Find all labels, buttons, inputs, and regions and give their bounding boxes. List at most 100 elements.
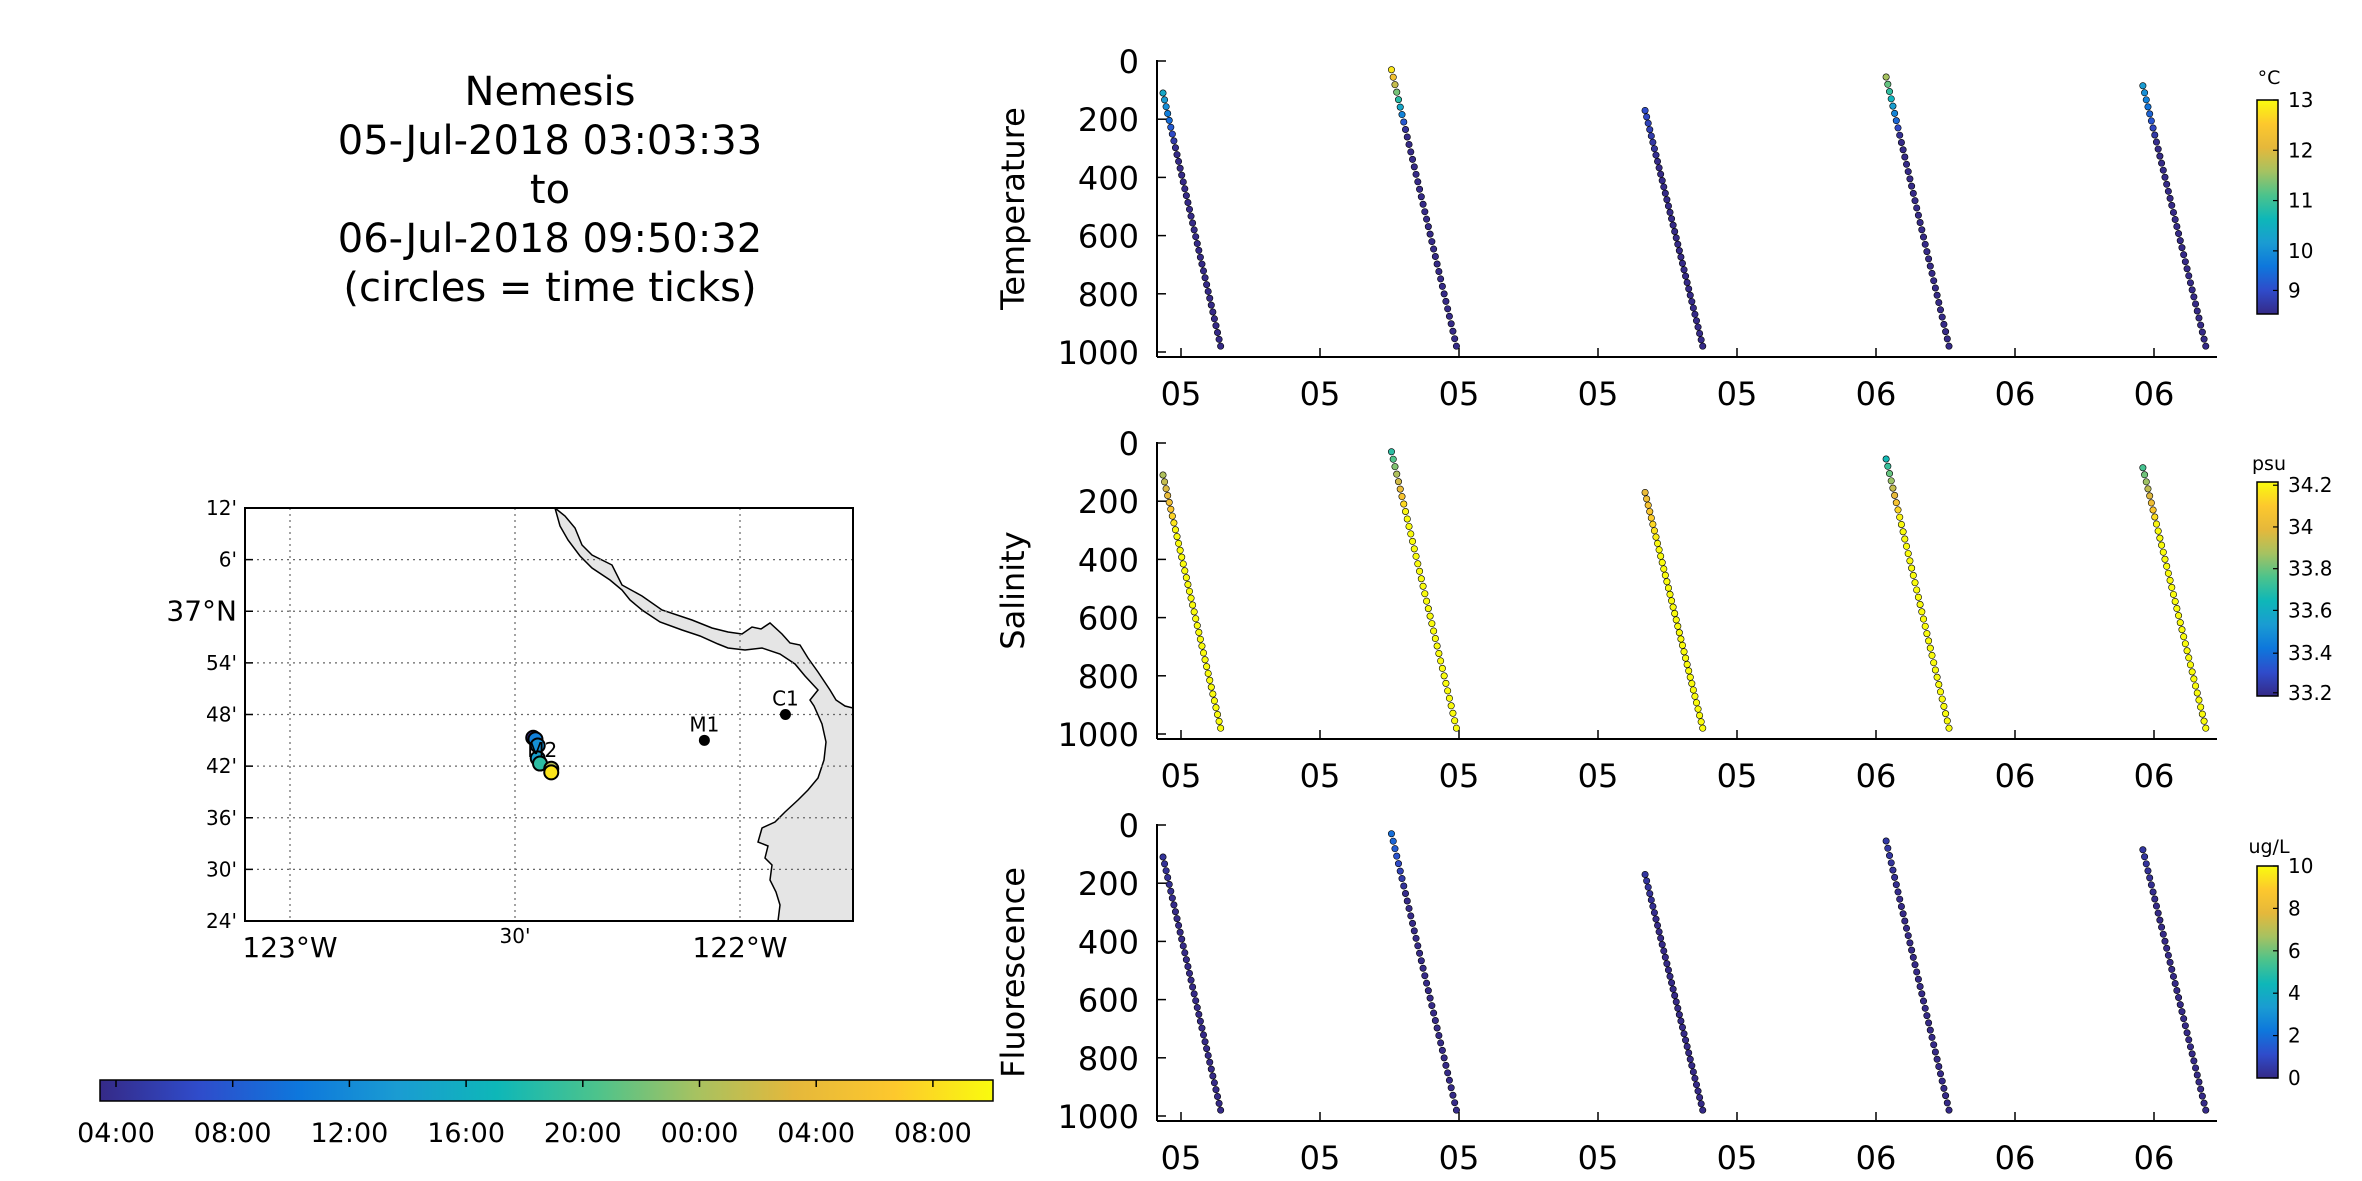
profile-point [1210,697,1218,705]
profile-point [1206,1058,1214,1066]
profile-point [1203,1045,1211,1053]
profile-point [1644,501,1652,509]
profile-point [1414,178,1422,186]
profile-point [1892,117,1900,125]
panel-x-tick-label: 06 [1995,1139,2036,1177]
profile-point [2166,194,2174,202]
profile-point [2193,1071,2201,1079]
panel-x-tick-label: 05 [1161,757,1202,795]
profile-point [1897,520,1905,528]
profile-point [2186,661,2194,669]
profile-point [1894,888,1902,896]
profile-point [1426,994,1434,1002]
profile-point [1212,1086,1220,1094]
profile-point [1179,942,1187,950]
panel-y-tick-label: 0 [1119,43,1139,81]
profile-point [2200,1099,2208,1107]
profile-point [1677,635,1685,643]
track-point [543,764,560,781]
profile-point [1920,997,1928,1005]
profile-point [1391,81,1399,89]
profile-point [1931,284,1939,292]
profile-point [1938,1077,1946,1085]
profile-point [1930,1041,1938,1049]
time-colorbar-label: 08:00 [894,1118,972,1149]
profile-point [1685,1049,1693,1057]
station-label: M2 [527,738,557,762]
profile-point [1694,323,1702,331]
profile-point [1887,477,1895,485]
profile-point [1196,253,1204,261]
profile-point [1933,1055,1941,1063]
panel-colorbar-label: 34 [2288,515,2313,539]
profile-point [1168,894,1176,902]
profile-point [1417,193,1425,201]
station-label: M1 [689,712,719,736]
profile-point [1882,837,1890,845]
profile-point [1407,530,1415,538]
profile-point [1195,246,1203,254]
profile-point [1660,947,1668,955]
time-colorbar-label: 20:00 [544,1118,622,1149]
profile-point [2185,272,2193,280]
profile-point [1652,533,1660,541]
profile-point [2195,1078,2203,1086]
map-gridlines [245,507,853,922]
profile-point [1164,110,1172,118]
profile-point [1940,320,1948,328]
profile-point [1173,915,1181,923]
profile-point [1419,200,1427,208]
profile-point [1658,559,1666,567]
profile-point [1882,455,1890,463]
profile-point [1423,597,1431,605]
profile-point [1402,890,1410,898]
profile-point [1159,853,1167,861]
profile-point [2171,979,2179,987]
figure-title: Nemesis 05-Jul-2018 03:03:33 to 06-Jul-2… [250,68,850,313]
profile-point [1942,710,1950,718]
panel-colorbar-label: 34.2 [2288,473,2333,497]
panel-colorbar-label: 8 [2288,896,2301,920]
panel-colorbar-label: 33.4 [2288,641,2333,665]
profile-point [2173,223,2181,231]
profile-point [1686,291,1694,299]
profile-point [1444,305,1452,313]
profile-point [1200,267,1208,275]
panel-y-tick-label: 200 [1078,483,1139,521]
panel-colorbar-label: 9 [2288,278,2301,302]
map-lat-label: 54' [206,651,237,675]
profile-point [1198,1024,1206,1032]
profile-point [1678,259,1686,267]
profile-point [1410,163,1418,171]
profile-point [2163,562,2171,570]
profile-point [1945,1106,1953,1114]
station-marker [779,709,791,720]
profile-point [2144,103,2152,111]
profile-point [2181,640,2189,648]
profile-point [1407,148,1415,156]
profile-point [1942,1092,1950,1100]
profile-point [1435,649,1443,657]
profile-point [1928,651,1936,659]
profile-point [1935,299,1943,307]
profile-point [1658,941,1666,949]
station-label: C1 [772,687,799,711]
profile-point [2193,307,2201,315]
profile-point [1697,336,1705,344]
profile-point [1410,545,1418,553]
panel-y-tick-label: 0 [1119,425,1139,463]
profile-point [1409,537,1417,545]
time-colorbar-fill [99,1079,994,1102]
profile-point [1884,80,1892,88]
profile-point [1162,485,1170,493]
profile-point [1167,505,1175,513]
profile-point [1207,683,1215,691]
profile-point [1644,119,1652,127]
profile-point [1683,278,1691,286]
time-colorbar-label: 04:00 [777,1118,855,1149]
profile-point [1423,979,1431,987]
profile-point [2183,647,2191,655]
profile-point [2195,696,2203,704]
profile-point [1176,928,1184,936]
profile-point [1899,528,1907,536]
